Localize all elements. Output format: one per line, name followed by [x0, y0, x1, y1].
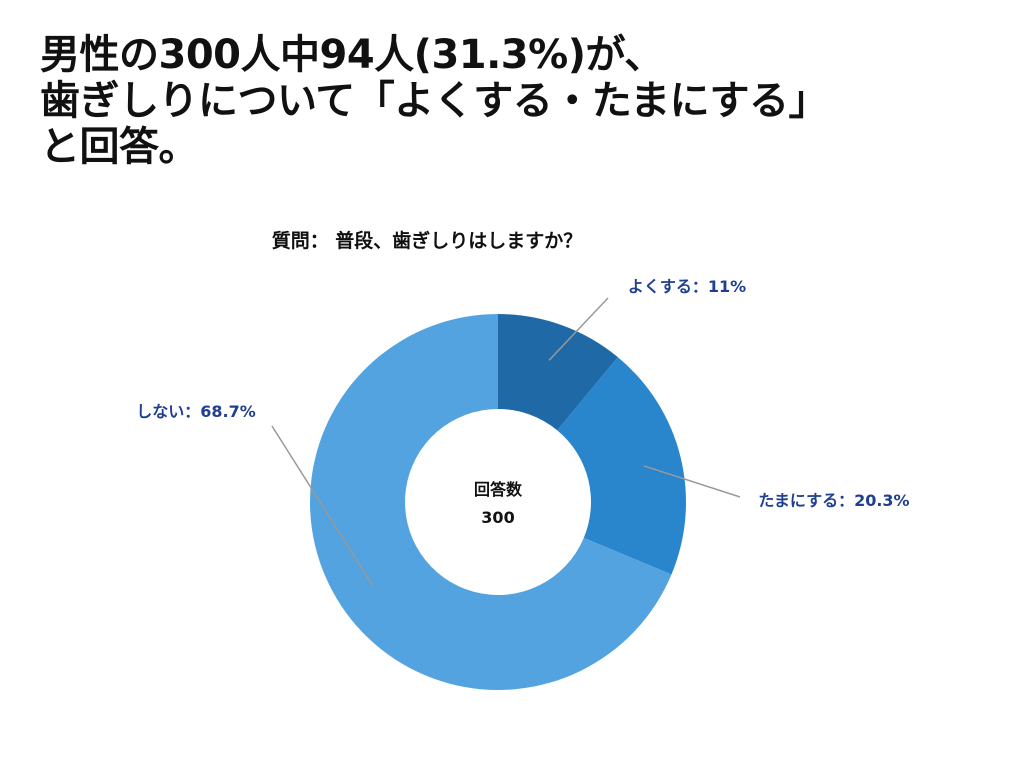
slice-label-yokusuru: よくする：11%	[628, 277, 746, 296]
slice-label-shinai: しない：68.7%	[136, 402, 256, 421]
center-value: 300	[481, 508, 514, 527]
chart-slices	[310, 314, 686, 691]
headline-line-2: 歯ぎしりについて「よくする・たまにする」	[40, 78, 829, 124]
headline: 男性の300人中94人(31.3%)が、 歯ぎしりについて「よくする・たまにする…	[40, 32, 1010, 170]
headline-line-1: 男性の300人中94人(31.3%)が、	[40, 32, 664, 78]
chart-title: 質問： 普段、歯ぎしりはしますか？	[271, 230, 583, 252]
slice-tamanisuru	[557, 357, 686, 575]
chart-title-wrap: 質問： 普段、歯ぎしりはしますか？	[0, 226, 1024, 253]
headline-line-3: と回答。	[40, 124, 199, 170]
leader-line-2	[271, 425, 374, 586]
slice-label-tamanisuru: たまにする：20.3%	[758, 491, 909, 510]
chart-leader-lines	[271, 297, 741, 586]
leader-line-0	[548, 297, 609, 361]
leader-line-1	[643, 465, 741, 498]
slice-shinai	[310, 314, 672, 691]
center-label: 回答数	[474, 480, 523, 499]
slice-yokusuru	[498, 314, 618, 431]
